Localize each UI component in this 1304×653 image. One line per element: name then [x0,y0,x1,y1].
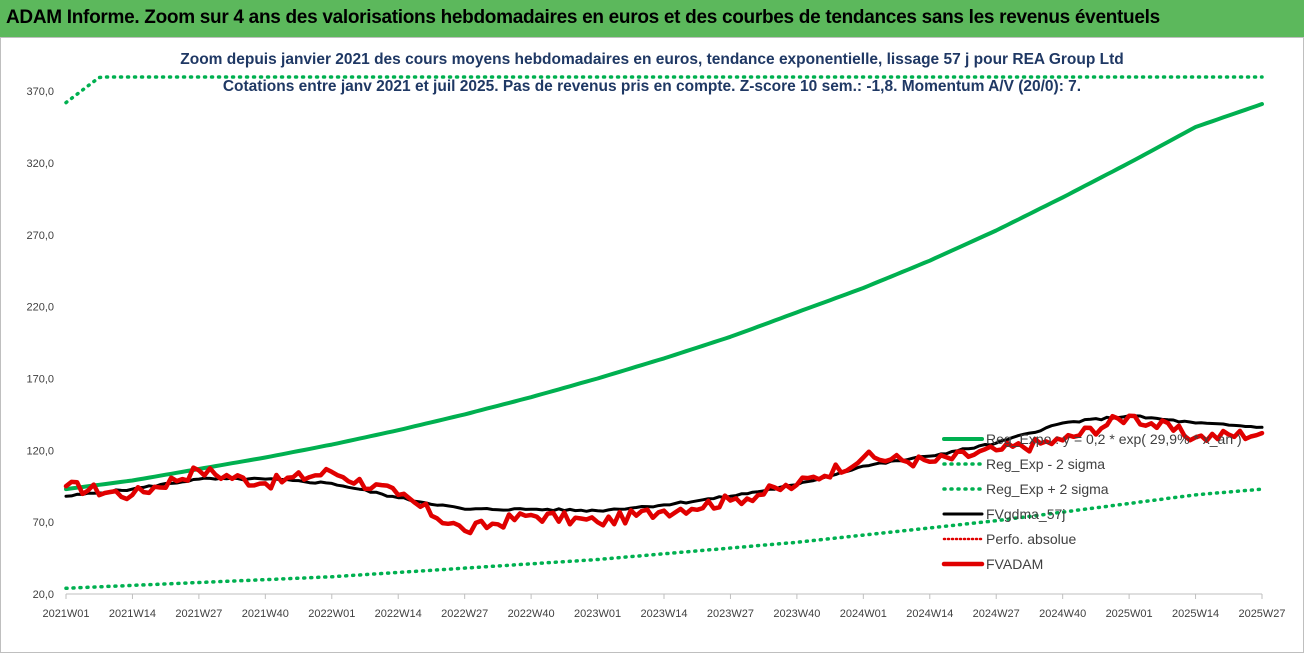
y-tick-label: 20,0 [33,589,54,601]
chart-title: Zoom depuis janvier 2021 des cours moyen… [180,51,1124,68]
x-tick-label: 2024W27 [973,608,1020,620]
fvadam-line [63,413,1265,536]
legend-label-reg-expo: Reg_Expo : y = 0,2 * exp( 29,9% * x_an ) [986,431,1242,447]
x-tick-label: 2021W27 [175,608,222,620]
y-tick-label: 120,0 [26,445,54,457]
fvgdma-57j-line [64,414,1264,513]
x-tick-label: 2022W14 [375,608,422,620]
x-tick-label: 2022W40 [508,608,555,620]
report-banner: ADAM Informe. Zoom sur 4 ans des valoris… [0,0,1304,37]
x-tick-label: 2023W14 [640,608,687,620]
y-tick-label: 170,0 [26,373,54,385]
x-tick-label: 2023W01 [574,608,621,620]
x-tick-label: 2023W40 [773,608,820,620]
x-tick-label: 2024W01 [840,608,887,620]
x-tick-label: 2025W27 [1238,608,1285,620]
x-tick-label: 2023W27 [707,608,754,620]
legend-label-reg-exp-plus-2sigma: Reg_Exp + 2 sigma [986,481,1109,497]
legend-label-perfo-absolue: Perfo. absolue [986,531,1076,547]
y-tick-label: 270,0 [26,230,54,242]
reg-expo-line [64,102,1264,492]
x-tick-label: 2021W01 [42,608,89,620]
x-tick-label: 2021W40 [242,608,289,620]
x-tick-label: 2022W27 [441,608,488,620]
y-tick-label: 370,0 [26,86,54,98]
x-tick-label: 2025W01 [1106,608,1153,620]
legend-label-fvgdma-57j: FVgdma_57j [986,506,1065,522]
x-tick-label: 2024W40 [1039,608,1086,620]
legend-label-reg-exp-minus-2sigma: Reg_Exp - 2 sigma [986,456,1105,472]
legend-label-fvadam: FVADAM [986,556,1043,572]
chart-subtitle: Cotations entre janv 2021 et juil 2025. … [222,78,1082,95]
x-tick-label: 2024W14 [906,608,953,620]
report-title: ADAM Informe. Zoom sur 4 ans des valoris… [6,7,1160,28]
x-tick-label: 2025W14 [1172,608,1219,620]
reg-exp-minus-2sigma-line [64,487,1264,591]
y-tick-label: 70,0 [33,517,54,529]
x-tick-label: 2021W14 [109,608,156,620]
x-tick-label: 2022W01 [308,608,355,620]
reg-exp-plus-2sigma-line [64,75,1264,105]
y-tick-label: 320,0 [26,158,54,170]
y-tick-label: 220,0 [26,302,54,314]
